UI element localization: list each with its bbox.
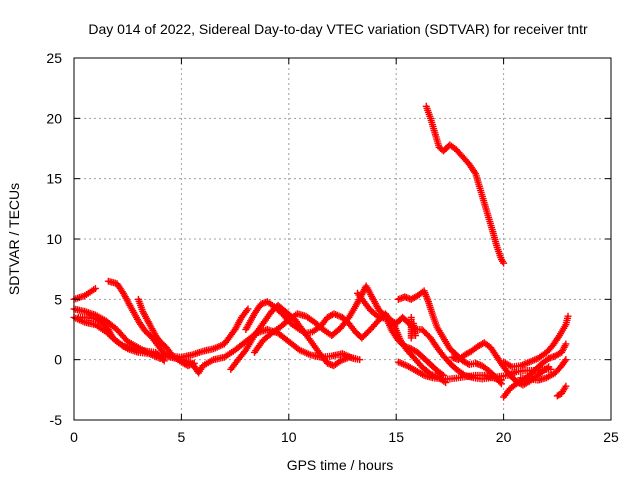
series-track-9 [250,282,447,379]
series-track-1 [70,284,99,303]
x-tick-label: 15 [388,429,404,445]
data-point [562,340,570,348]
x-tick-label: 10 [281,429,297,445]
x-tick-label: 25 [603,429,619,445]
y-tick-label: 25 [46,50,62,66]
data-point [500,259,508,267]
grid-lines [74,58,611,420]
y-tick-label: -5 [50,412,63,428]
data-point [561,357,569,365]
x-tick-label: 5 [178,429,186,445]
series-track-17 [500,340,570,401]
data-point [564,312,572,320]
data-marks [70,102,572,401]
data-point [91,284,99,292]
axis-ticks: 0 5 10 15 20 25 -5 0 5 10 15 20 25 [46,50,619,445]
x-axis-label: GPS time / hours [287,457,394,473]
series-track-4 [104,277,252,361]
series-track-6 [74,313,168,365]
y-tick-label: 5 [54,291,62,307]
series-track-16 [500,312,572,371]
data-point [190,359,198,367]
series-track-13 [394,358,505,384]
y-tick-label: 0 [54,352,62,368]
series-track-5 [134,295,198,370]
data-point [374,312,382,320]
data-point [562,356,570,364]
data-point [351,354,359,362]
y-axis-label: SDTVAR / TECUs [6,183,22,295]
data-point [497,376,505,384]
data-point [471,168,479,176]
series-track-18 [517,356,570,384]
y-tick-label: 20 [46,110,62,126]
y-tick-label: 10 [46,231,62,247]
data-point [543,364,551,372]
x-tick-label: 20 [496,429,512,445]
series-track-15 [448,339,553,389]
series-track-14 [422,102,508,267]
series-track-10 [354,289,555,383]
data-point [562,382,570,390]
y-tick-label: 15 [46,171,62,187]
series-track-12 [407,313,420,342]
x-tick-label: 0 [70,429,78,445]
series-track-19 [553,382,570,400]
data-point [159,355,167,363]
data-point [545,363,553,371]
data-point [244,305,252,313]
data-point [412,332,420,340]
data-point [160,357,168,365]
chart-title: Day 014 of 2022, Sidereal Day-to-day VTE… [88,21,588,37]
data-point [356,356,364,364]
